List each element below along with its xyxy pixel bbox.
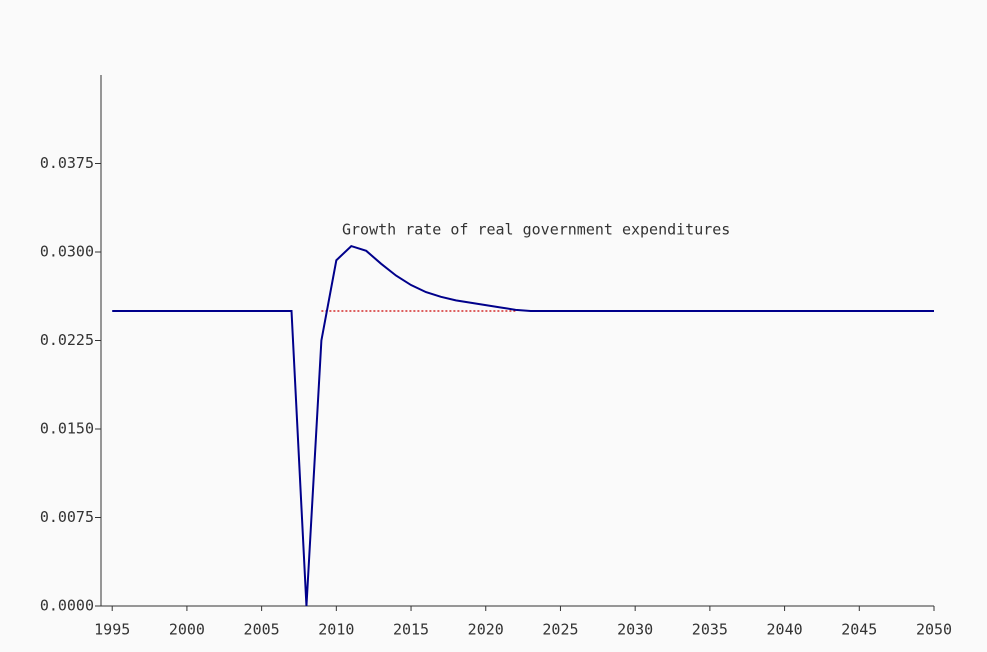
x-tick-label: 2010 xyxy=(318,621,354,639)
x-tick-label: 2005 xyxy=(244,621,280,639)
x-tick-label: 2030 xyxy=(617,621,653,639)
annotation: Growth rate of real government expenditu… xyxy=(342,221,730,239)
x-tick-label: 2050 xyxy=(916,621,952,639)
x-tick-label: 1995 xyxy=(94,621,130,639)
y-tick-label: 0.0075 xyxy=(40,508,94,526)
x-tick-label: 2000 xyxy=(169,621,205,639)
x-tick-label: 2015 xyxy=(393,621,429,639)
x-tick-label: 2025 xyxy=(542,621,578,639)
y-tick-label: 0.0225 xyxy=(40,331,94,349)
x-tick-label: 2035 xyxy=(692,621,728,639)
x-tick-label: 2040 xyxy=(767,621,803,639)
y-tick-label: 0.0000 xyxy=(40,597,94,615)
line-series xyxy=(112,244,934,607)
y-tick-label: 0.0375 xyxy=(40,154,94,172)
y-tick-label: 0.0150 xyxy=(40,420,94,438)
x-tick-label: 2020 xyxy=(468,621,504,639)
x-tick-label: 2045 xyxy=(841,621,877,639)
y-tick-label: 0.0300 xyxy=(40,243,94,261)
